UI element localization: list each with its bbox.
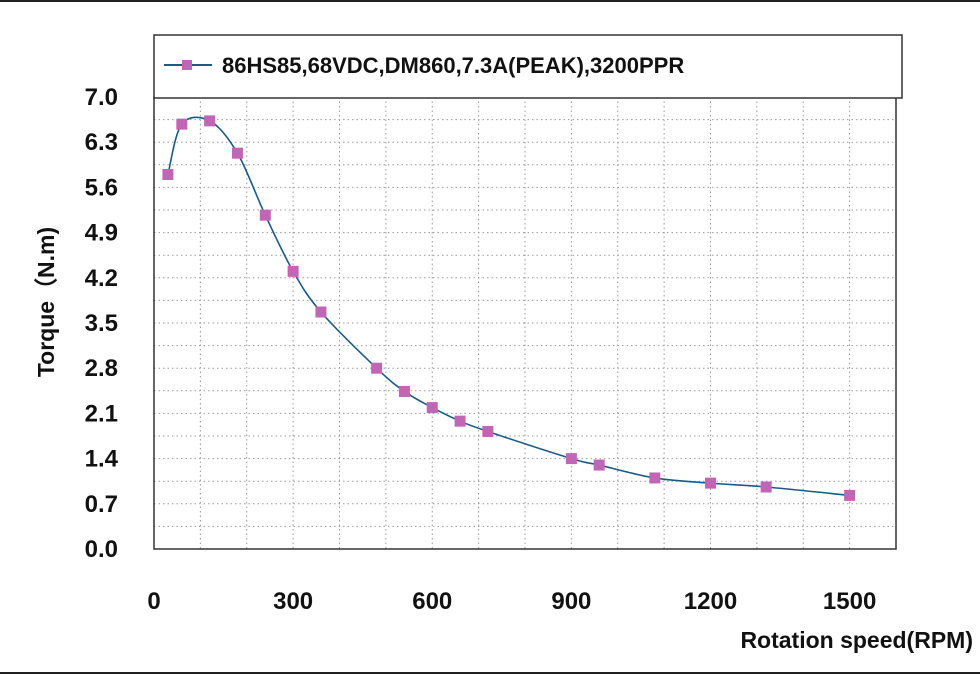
data-point-marker xyxy=(649,472,661,484)
y-tick-label: 2.8 xyxy=(85,355,118,382)
legend-box xyxy=(153,34,903,99)
data-point-marker xyxy=(844,489,856,501)
grid xyxy=(154,97,896,549)
x-axis-title: Rotation speed(RPM) xyxy=(740,627,973,653)
y-tick-label: 6.3 xyxy=(85,129,118,156)
data-point-marker xyxy=(176,118,188,130)
x-tick-label: 1500 xyxy=(823,588,876,615)
legend-label: 86HS85,68VDC,DM860,7.3A(PEAK),3200PPR xyxy=(222,53,684,78)
data-point-marker xyxy=(204,115,216,127)
y-tick-label: 2.1 xyxy=(85,400,118,427)
y-tick-label: 7.0 xyxy=(85,84,118,111)
data-point-marker xyxy=(426,402,438,414)
data-point-marker xyxy=(760,481,772,493)
legend: 86HS85,68VDC,DM860,7.3A(PEAK),3200PPR xyxy=(153,34,903,99)
data-point-marker xyxy=(705,477,716,489)
x-tick-label: 600 xyxy=(412,588,452,615)
data-point-marker xyxy=(454,415,466,427)
data-point-marker xyxy=(287,265,299,277)
y-tick-label: 5.6 xyxy=(85,174,118,201)
data-point-marker xyxy=(398,385,410,397)
y-tick-label: 1.4 xyxy=(85,446,119,473)
data-point-marker xyxy=(259,209,271,221)
x-tick-label: 1200 xyxy=(684,588,737,615)
data-point-marker xyxy=(315,306,327,318)
y-tick-label: 4.2 xyxy=(85,265,118,292)
data-point-marker xyxy=(371,362,383,374)
data-point-marker xyxy=(593,459,605,471)
data-point-marker xyxy=(231,147,243,159)
x-tick-label: 0 xyxy=(147,588,160,615)
legend-marker-swatch xyxy=(182,60,192,70)
series-group xyxy=(162,115,856,501)
y-tick-labels: 0.0 0.7 1.4 2.1 2.8 3.5 4.2 4.9 5.6 6.3 7.0 xyxy=(85,84,119,563)
data-point-marker xyxy=(565,453,577,465)
y-tick-label: 4.9 xyxy=(85,220,118,247)
y-tick-label: 3.5 xyxy=(85,310,118,337)
y-axis-title: Torque（N.m) xyxy=(33,227,59,377)
x-tick-label: 900 xyxy=(551,588,591,615)
x-tick-label: 300 xyxy=(273,588,313,615)
y-tick-label: 0.7 xyxy=(85,491,118,518)
series-line xyxy=(167,116,850,497)
data-point-marker xyxy=(162,168,174,180)
data-point-marker xyxy=(482,425,494,437)
y-tick-label: 0.0 xyxy=(85,536,118,563)
x-tick-labels: 0 300 600 900 1200 1500 xyxy=(147,588,876,615)
